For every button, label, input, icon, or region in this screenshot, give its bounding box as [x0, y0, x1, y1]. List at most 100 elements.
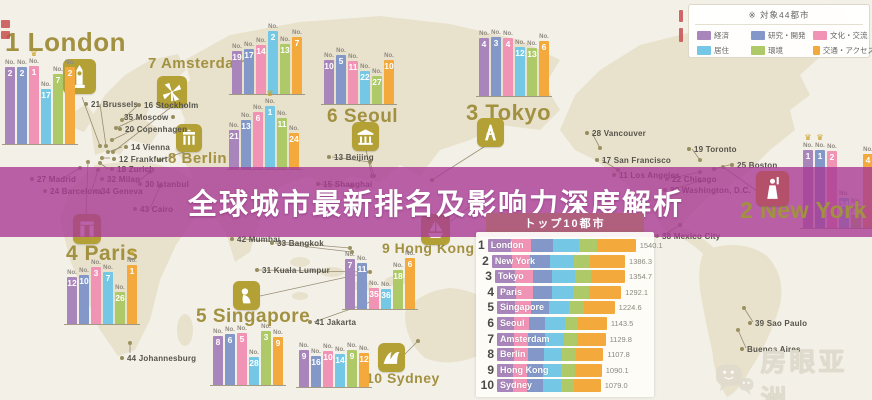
no-prefix-label: No.	[372, 69, 382, 76]
rank-bar: 28	[249, 356, 259, 385]
map-label-44-johannesburg: 44 Johannesburg	[120, 354, 196, 363]
no-prefix-label: No.	[369, 281, 379, 288]
watermark: 房眼亚洲	[714, 342, 872, 400]
brandenburg-gate-icon	[176, 124, 202, 152]
rank-bars: No. 21 No. 13 No. 6 ♛ No. 1 No. 11 No. 24	[226, 90, 302, 170]
map-label-41-jakarta: 41 Jakarta	[308, 318, 356, 327]
rank-number: 11	[348, 61, 358, 72]
top10-row-london: 1 London 1540.1	[478, 239, 663, 252]
map-label-buenos-aires: Buenos Aires	[740, 345, 801, 354]
rank-bar-経済: No. 19	[232, 44, 242, 94]
no-prefix-label: No.	[357, 256, 367, 263]
no-prefix-label: No.	[79, 268, 89, 275]
legend-item: 居住	[697, 43, 751, 58]
rank-bar: 11	[348, 60, 358, 104]
rank-number: 2	[270, 31, 276, 42]
rank-number: 2	[19, 68, 25, 79]
city-label-text: 13 Beijing	[334, 153, 374, 162]
city-title-berlin: 8 Berlin	[168, 150, 228, 167]
top10-bar-segment	[577, 332, 606, 346]
rank-bar: 3	[491, 37, 501, 96]
legend-label: 研究・開発	[768, 31, 806, 40]
top10-bar: Singapore	[497, 301, 615, 315]
tokyo-tower-icon	[477, 118, 504, 147]
rank-bars: No. 10 No. 5 No. 11 No. 22 No. 27 No. 10	[321, 48, 397, 105]
legend-swatch	[697, 31, 711, 40]
top10-city-name: Paris	[500, 286, 523, 297]
top10-bar-segment	[564, 316, 579, 330]
rank-number: 8	[215, 336, 221, 347]
no-prefix-label: No.	[280, 37, 290, 44]
legend-item: 研究・開発	[751, 28, 813, 43]
top10-bar-segment	[497, 316, 515, 330]
rank-number: 10	[79, 276, 89, 287]
top10-bar: Amsterdam	[497, 332, 606, 346]
top10-bar-segment	[590, 254, 625, 268]
rank-bar: 6	[253, 112, 263, 169]
rank-bar: 12	[359, 352, 369, 387]
rank-number: 9	[275, 337, 281, 348]
no-prefix-label: No.	[265, 99, 275, 106]
top10-rank: 6	[487, 315, 494, 330]
no-prefix-label: No.	[803, 142, 813, 149]
city-title-seoul: 6 Seoul	[327, 106, 399, 127]
no-prefix-label: No.	[127, 258, 137, 265]
rank-bar-経済: No. 12	[67, 270, 77, 324]
rank-bar-環境: No. 13	[527, 41, 537, 96]
rank-bar-研究・開発: No. 13	[241, 113, 251, 169]
city-dot	[171, 115, 176, 120]
no-prefix-label: No.	[103, 264, 113, 271]
rank-bar: 13	[527, 48, 537, 96]
rank-number: 14	[335, 355, 345, 366]
rank-bar: 24	[289, 133, 299, 169]
top10-bar-segment	[497, 285, 517, 299]
top10-bar-segment	[542, 379, 561, 393]
legend-divider	[695, 24, 863, 25]
rank-bars: No. 9 No. 16 No. 10 No. 14 No. 9 No. 12	[296, 343, 372, 388]
top10-bar-segment	[569, 301, 585, 315]
rank-bar-居住: No. 2	[268, 24, 278, 94]
rank-bar: 3	[91, 267, 101, 324]
rank-bar: 4	[503, 38, 513, 96]
no-prefix-label: No.	[261, 323, 271, 330]
rank-bar: 6	[539, 40, 549, 96]
top10-bar-segment	[530, 239, 553, 252]
city-label-text: 35 Moscow	[124, 113, 169, 122]
top10-bar-segment	[494, 270, 516, 284]
no-prefix-label: No.	[213, 328, 223, 335]
legend-swatch	[751, 31, 765, 40]
rank-bar: 13	[280, 44, 290, 94]
top10-city-name: Amsterdam	[500, 333, 550, 344]
rank-number: 5	[338, 55, 344, 66]
top10-score: 1292.1	[625, 287, 649, 297]
rank-bar: 11	[277, 117, 287, 169]
legend-swatch	[813, 46, 820, 55]
no-prefix-label: No.	[299, 343, 309, 350]
rank-bar-研究・開発: No. 2	[17, 60, 27, 144]
no-prefix-label: No.	[67, 270, 77, 277]
top10-bar-segment	[573, 379, 601, 393]
windmill-icon	[157, 76, 187, 108]
top10-bar: New York	[491, 254, 625, 268]
rank-number: 1	[129, 266, 135, 277]
top10-header-label: トップ10都市	[524, 218, 606, 230]
top10-bar: Hong Kong	[497, 363, 602, 377]
no-prefix-label: No.	[115, 285, 125, 292]
rank-bar: 2	[268, 30, 278, 94]
top10-bar-segment	[574, 363, 602, 377]
city-dot	[84, 102, 88, 107]
rank-bars: No. 12 No. 10 No. 3 No. 7 No. 26 ♛ No. 1	[64, 249, 140, 325]
top10-bar-segment	[561, 363, 575, 377]
crown-icon: ♛	[30, 48, 38, 58]
rank-bars: No. 19 No. 17 No. 14 No. 2 No. 13 No. 7	[229, 24, 305, 95]
city-dot	[730, 163, 734, 168]
rank-number: 22	[360, 72, 370, 83]
top10-score: 1224.6	[618, 303, 642, 313]
crown-icon: ♛	[266, 89, 274, 99]
top10-bar-segment	[578, 239, 598, 252]
top10-bar-segment	[573, 285, 589, 299]
top10-row-singapore: 5 Singapore 1224.6	[478, 301, 652, 315]
rank-number: 1	[267, 107, 273, 118]
legend-label: 文化・交流	[830, 31, 868, 40]
